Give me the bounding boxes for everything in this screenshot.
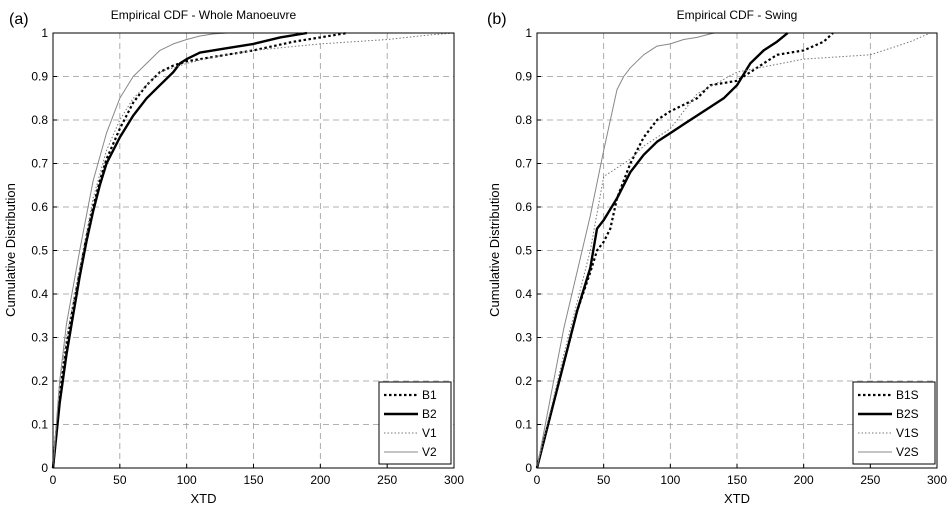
- y-tick-label: 0: [525, 461, 532, 475]
- panel-a-legend: B1 B2 V1 V2: [379, 382, 451, 464]
- panel-b-ylabel: Cumulative Distribution: [487, 183, 502, 317]
- y-tick-label: 0.7: [31, 157, 48, 171]
- series-line-v2: [53, 33, 227, 468]
- x-tick-label: 50: [597, 473, 611, 487]
- panel-a-x-ticks: 0 50 100 150 200 250 300: [50, 464, 465, 487]
- y-tick-label: 0.4: [515, 287, 532, 301]
- panel-b-title: Empirical CDF - Swing: [677, 8, 798, 22]
- x-tick-label: 300: [444, 473, 464, 487]
- x-tick-label: 200: [794, 473, 814, 487]
- x-tick-label: 200: [310, 473, 330, 487]
- y-tick-label: 0.7: [515, 157, 532, 171]
- panel-a-title: Empirical CDF - Whole Manoeuvre: [111, 8, 297, 22]
- x-tick-label: 150: [727, 473, 747, 487]
- y-tick-label: 0.5: [31, 244, 48, 258]
- y-tick-label: 0.2: [31, 374, 48, 388]
- y-tick-label: 0.1: [31, 418, 48, 432]
- y-tick-label: 1: [525, 26, 532, 40]
- x-tick-label: 250: [377, 473, 397, 487]
- panel-a: (a) Empirical CDF - Whole Manoeuvre Cumu…: [3, 8, 464, 506]
- panel-a-ylabel: Cumulative Distribution: [3, 183, 18, 317]
- legend-label-b1s: B1S: [896, 388, 919, 402]
- x-tick-label: 0: [50, 473, 57, 487]
- y-tick-label: 0.9: [31, 70, 48, 84]
- y-tick-label: 0.8: [515, 113, 532, 127]
- legend-label-v2s: V2S: [896, 445, 919, 459]
- x-tick-label: 100: [177, 473, 197, 487]
- panel-b-xlabel: XTD: [724, 491, 750, 506]
- legend-label-b2s: B2S: [896, 407, 919, 421]
- x-tick-label: 0: [534, 473, 541, 487]
- y-tick-label: 0.3: [31, 331, 48, 345]
- y-tick-label: 0.9: [515, 70, 532, 84]
- panel-a-label: (a): [9, 11, 29, 28]
- y-tick-label: 0.1: [515, 418, 532, 432]
- x-tick-label: 150: [243, 473, 263, 487]
- x-tick-label: 250: [860, 473, 880, 487]
- y-tick-label: 1: [41, 26, 48, 40]
- legend-label-v2: V2: [422, 445, 437, 459]
- legend-label-v1: V1: [422, 426, 437, 440]
- y-tick-label: 0.8: [31, 113, 48, 127]
- legend-label-v1s: V1S: [896, 426, 919, 440]
- panel-a-xlabel: XTD: [191, 491, 217, 506]
- x-tick-label: 300: [927, 473, 947, 487]
- panel-b-label: (b): [487, 11, 507, 28]
- y-tick-label: 0.2: [515, 374, 532, 388]
- y-tick-label: 0.3: [515, 331, 532, 345]
- y-tick-label: 0.6: [515, 200, 532, 214]
- y-tick-label: 0.5: [515, 244, 532, 258]
- legend-label-b1: B1: [422, 388, 437, 402]
- y-tick-label: 0.4: [31, 287, 48, 301]
- y-tick-label: 0: [41, 461, 48, 475]
- y-tick-label: 0.6: [31, 200, 48, 214]
- panel-b-legend: B1S B2S V1S V2S: [853, 382, 935, 464]
- x-tick-label: 50: [113, 473, 127, 487]
- panel-b: (b) Empirical CDF - Swing Cumulative Dis…: [487, 8, 947, 506]
- legend-label-b2: B2: [422, 407, 437, 421]
- x-tick-label: 100: [660, 473, 680, 487]
- panel-b-x-ticks: 0 50 100 150 200 250 300: [534, 464, 948, 487]
